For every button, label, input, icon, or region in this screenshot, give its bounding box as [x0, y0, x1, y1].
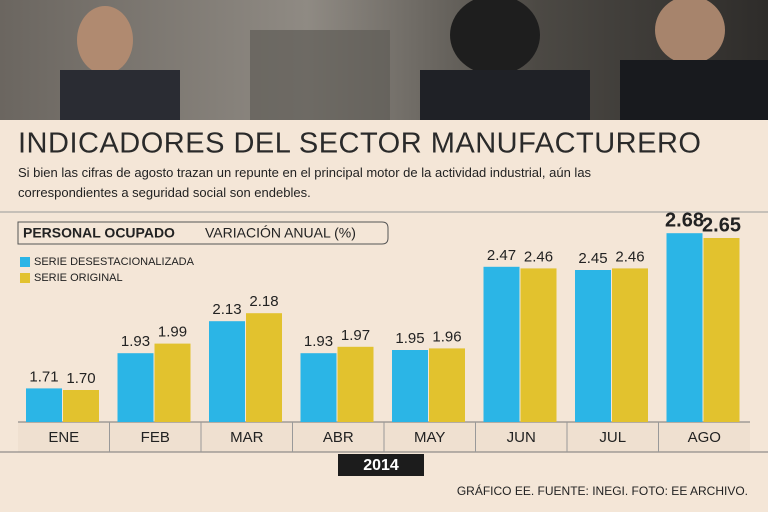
legend-label: SERIE ORIGINAL: [34, 272, 123, 284]
legend-swatch: [20, 257, 30, 267]
x-tick-label: AGO: [688, 429, 721, 446]
title: INDICADORES DEL SECTOR MANUFACTURERO: [18, 128, 701, 160]
data-label: 1.93: [121, 333, 150, 350]
legend-swatch: [20, 273, 30, 283]
data-label: 1.70: [66, 370, 95, 387]
bar: [429, 348, 465, 422]
chart-label: PERSONAL OCUPADO: [23, 225, 175, 241]
x-axis-label: 2014: [363, 457, 399, 474]
x-tick-label: MAR: [230, 429, 264, 446]
x-tick-label: JUL: [599, 429, 626, 446]
header-photo: [0, 0, 768, 120]
bar: [666, 233, 703, 422]
bar: [337, 346, 374, 422]
bar: [703, 238, 740, 422]
data-label: 1.99: [158, 324, 187, 341]
x-tick-label: ABR: [323, 429, 354, 446]
legend-label: SERIE DESESTACIONALIZADA: [34, 256, 195, 268]
bar: [209, 321, 245, 422]
source: GRÁFICO EE. FUENTE: INEGI. FOTO: EE ARCH…: [457, 483, 748, 498]
bar: [520, 268, 557, 422]
x-tick-label: FEB: [141, 429, 170, 446]
data-label: 1.93: [304, 333, 333, 350]
bar: [300, 353, 337, 422]
data-label: 1.71: [29, 368, 58, 385]
data-label: 2.68: [665, 209, 704, 231]
label-box: [17, 221, 389, 245]
data-label: 2.47: [487, 247, 516, 264]
data-label: 1.97: [341, 327, 370, 344]
x-tick-label: ENE: [48, 429, 79, 446]
data-label: 2.13: [212, 301, 241, 318]
bar: [26, 388, 62, 422]
bar: [117, 353, 154, 422]
bar: [612, 268, 648, 422]
x-tick-label: JUN: [507, 429, 536, 446]
data-label: 2.45: [578, 250, 607, 267]
bar: [63, 390, 99, 422]
data-label: 2.46: [615, 248, 644, 265]
data-label: 1.96: [432, 328, 461, 345]
data-label: 2.18: [249, 293, 278, 310]
bar: [392, 350, 428, 422]
bar: [575, 270, 611, 422]
data-label: 2.46: [524, 248, 553, 265]
x-tick-label: MAY: [414, 429, 445, 446]
bar: [483, 266, 520, 422]
year-box: [338, 454, 424, 476]
bar: [246, 313, 282, 422]
data-label: 2.65: [702, 214, 741, 236]
unit-label: VARIACIÓN ANUAL (%): [205, 225, 356, 241]
subtitle-box: Si bien las cifras de agosto trazan un r…: [18, 165, 592, 200]
bar: [154, 343, 191, 422]
subtitle: Si bien las cifras de agosto trazan un r…: [18, 165, 592, 200]
data-label: 1.95: [395, 330, 424, 347]
